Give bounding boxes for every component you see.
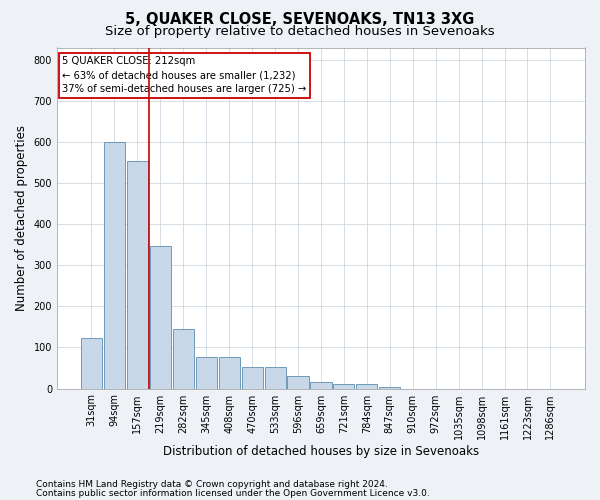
Bar [196,356,217,388]
Text: 5 QUAKER CLOSE: 212sqm
← 63% of detached houses are smaller (1,232)
37% of semi-: 5 QUAKER CLOSE: 212sqm ← 63% of detached… [62,56,307,94]
Bar [218,356,240,388]
Y-axis label: Number of detached properties: Number of detached properties [15,125,28,311]
Text: 5, QUAKER CLOSE, SEVENOAKS, TN13 3XG: 5, QUAKER CLOSE, SEVENOAKS, TN13 3XG [125,12,475,28]
Bar [150,246,171,388]
Bar [127,162,148,388]
Bar [356,384,377,388]
Text: Contains HM Land Registry data © Crown copyright and database right 2024.: Contains HM Land Registry data © Crown c… [36,480,388,489]
Bar [242,367,263,388]
Text: Size of property relative to detached houses in Sevenoaks: Size of property relative to detached ho… [105,25,495,38]
Bar [81,338,102,388]
X-axis label: Distribution of detached houses by size in Sevenoaks: Distribution of detached houses by size … [163,444,479,458]
Bar [104,142,125,388]
Bar [265,367,286,388]
Bar [173,329,194,388]
Bar [379,386,400,388]
Text: Contains public sector information licensed under the Open Government Licence v3: Contains public sector information licen… [36,489,430,498]
Bar [287,376,308,388]
Bar [334,384,355,388]
Bar [310,382,332,388]
